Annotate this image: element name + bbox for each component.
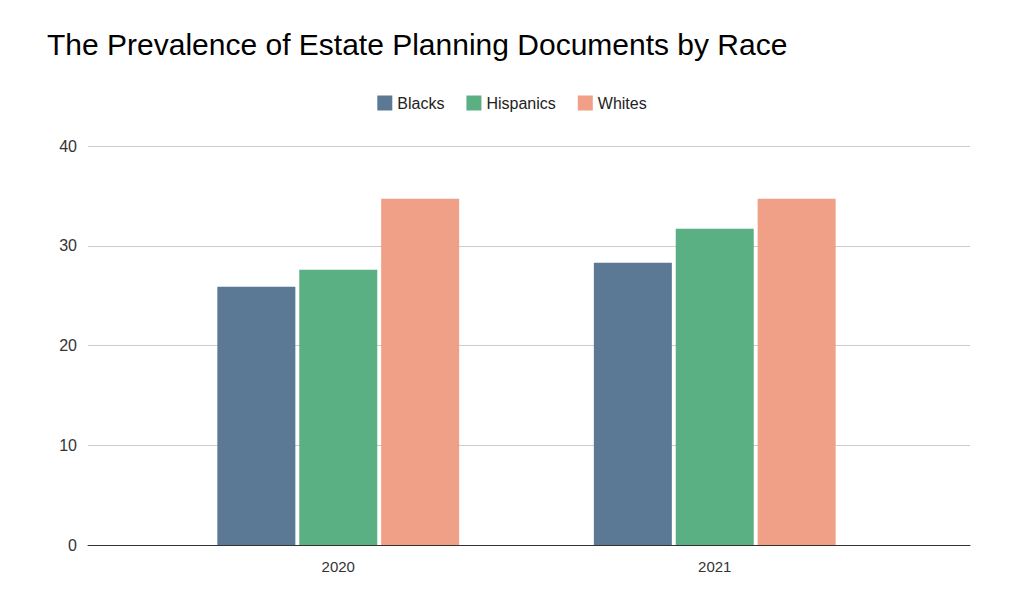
svg-text:Whites: Whites	[598, 95, 647, 112]
svg-text:10: 10	[59, 437, 77, 454]
svg-text:The Prevalence of Estate Plann: The Prevalence of Estate Planning Docume…	[47, 28, 787, 61]
svg-text:20: 20	[59, 337, 77, 354]
svg-text:Hispanics: Hispanics	[486, 95, 555, 112]
svg-text:40: 40	[59, 138, 77, 155]
svg-text:Blacks: Blacks	[397, 95, 444, 112]
svg-text:2020: 2020	[322, 558, 355, 575]
svg-text:30: 30	[59, 237, 77, 254]
svg-text:0: 0	[68, 537, 77, 554]
svg-text:2021: 2021	[698, 558, 731, 575]
